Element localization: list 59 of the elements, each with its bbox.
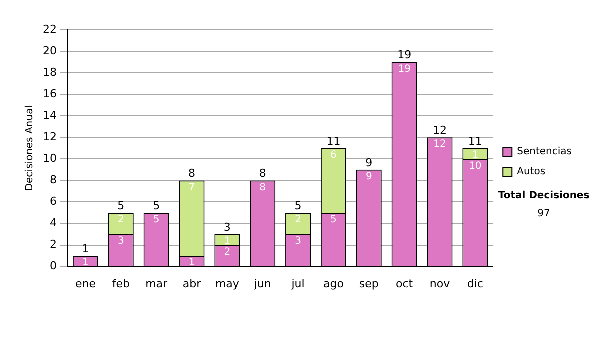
data-label: 6 [330, 150, 337, 161]
y-tick-label: 20 [42, 44, 57, 58]
data-label: 1 [224, 236, 231, 248]
data-label: 3 [118, 236, 124, 248]
y-tick-label: 16 [42, 87, 57, 100]
total-label: 5 [294, 199, 302, 212]
data-label: 9 [366, 172, 372, 183]
total-label: 5 [153, 199, 160, 212]
total-label: 12 [432, 124, 447, 137]
total-label: 8 [259, 167, 266, 180]
total-label: 5 [118, 199, 125, 212]
legend-label: Sentencias [517, 146, 572, 158]
x-tick-label: jun [253, 277, 272, 290]
total-label: 1 [82, 242, 90, 256]
x-tick-label: sep [359, 277, 379, 290]
y-tick-label: 10 [42, 152, 57, 166]
x-tick-label: dic [467, 277, 484, 290]
data-label: 1 [82, 258, 89, 269]
y-tick-label: 8 [50, 174, 57, 187]
total-label: 8 [188, 167, 196, 180]
data-label: 2 [118, 214, 124, 226]
legend-label: Autos [517, 166, 546, 178]
x-tick-label: ago [323, 277, 344, 290]
total-label: 9 [366, 156, 373, 170]
data-label: 8 [260, 182, 266, 194]
data-label: 5 [153, 214, 160, 226]
total-label: 19 [398, 48, 412, 62]
data-label: 2 [295, 214, 302, 226]
x-tick-label: feb [112, 277, 130, 290]
x-tick-label: nov [430, 277, 451, 290]
total-label: 11 [326, 134, 341, 148]
data-label: 19 [398, 64, 411, 75]
y-tick-label: 18 [42, 66, 57, 79]
x-tick-label: ene [75, 277, 96, 290]
data-label: 7 [188, 182, 196, 194]
x-tick-label: abr [182, 277, 202, 290]
x-tick-label: may [215, 277, 240, 290]
y-axis-title: Decisiones Anual [24, 106, 36, 192]
data-label: 3 [295, 236, 302, 248]
data-label: 10 [469, 160, 482, 172]
data-label: 2 [224, 246, 231, 258]
y-tick-label: 2 [50, 238, 57, 252]
data-label: 5 [330, 214, 337, 226]
y-tick-label: 6 [50, 195, 57, 208]
data-label: 1 [472, 150, 479, 161]
y-tick-label: 12 [42, 130, 57, 144]
data-label: 12 [434, 139, 446, 150]
data-label: 1 [188, 258, 196, 269]
x-tick-label: oct [396, 277, 414, 290]
total-label: 11 [468, 134, 482, 148]
text: 97 [538, 208, 550, 220]
y-tick-label: 14 [42, 108, 57, 122]
y-tick-label: 4 [50, 216, 57, 230]
x-tick-label: mar [146, 277, 168, 290]
x-tick-label: jul [290, 277, 305, 290]
y-tick-label: 0 [50, 260, 57, 273]
text: Total Decisiones [498, 190, 590, 202]
total-label: 3 [224, 220, 231, 234]
y-tick-label: 22 [42, 22, 57, 36]
